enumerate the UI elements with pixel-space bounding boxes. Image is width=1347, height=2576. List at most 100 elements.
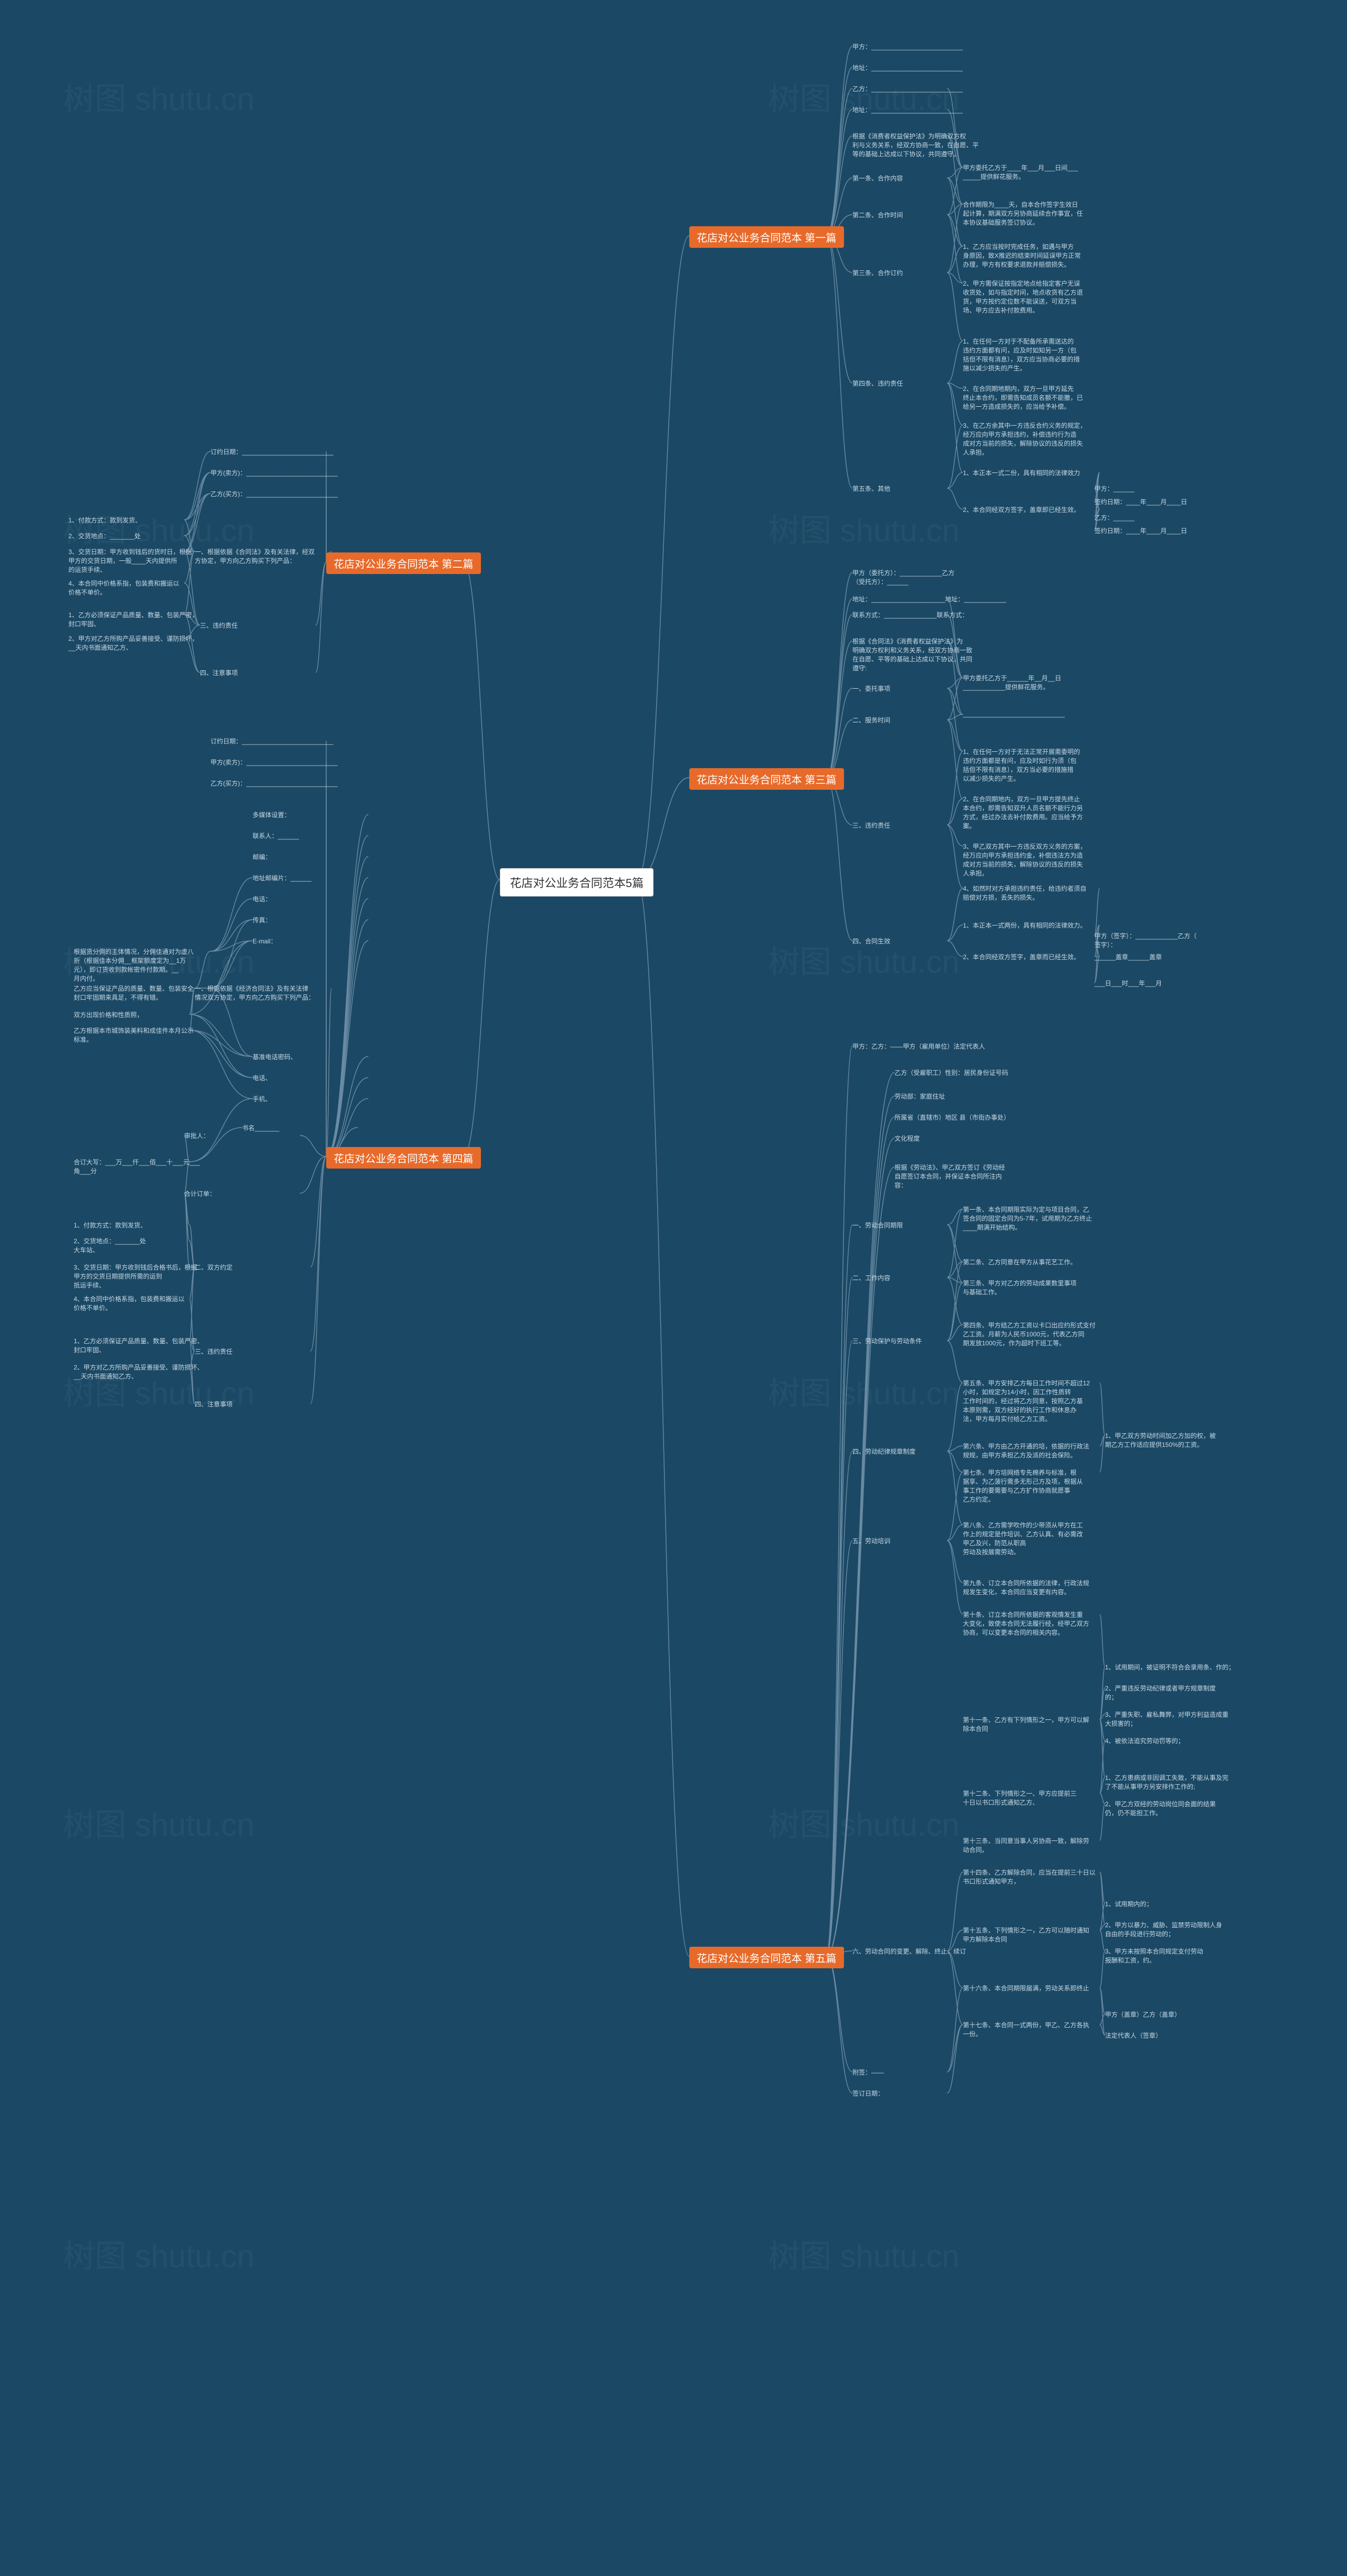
s1-node-17: 1、本正本一式二份，具有相同的法律效力 [963,468,1080,477]
s4-node-21: 合计订单： [184,1189,216,1198]
s3-node-15: 2、本合同经双方签字，盖章而已经生效。 [963,952,1080,961]
s5-node-24: 1、试用期间，被证明不符合会录用条、作的； [1105,1663,1235,1672]
s5-node-10: 第三条、甲方对乙方的劳动成果数里事项与基础工作。 [963,1279,1077,1296]
s5-node-28: 第十二条、下列情形之一、甲方应提前三十日以书口形式通知乙方、 [963,1789,1077,1807]
s5-node-21: 第九条、订立本合同所依据的法律，行政法规规发生变化，本合同应当变更有内容。 [963,1578,1089,1596]
s3-node-9: 1、在任何一方对于无法正常开展需委明的违约方面都是有问，应及时如行为须（包括但不… [963,747,1121,783]
s3-node-16: 甲方（签字）：____________乙方（签字）： [1094,931,1197,949]
s5-node-36: 3、甲方未按照本合同规定支付劳动报酬和工资，约。 [1105,1947,1203,1965]
s3-node-13: 四、合同生效 [852,937,890,945]
s5-node-17: 1、甲乙双方劳动时间加乙方加的权，被期乙方工作适应提供150%的工资。 [1105,1431,1216,1449]
root-node: 花店对公业务合同范本5篇 [500,868,654,897]
s5-node-19: 第八条、乙方需学吹作的少带须从甲方在工作上的规定是作培训、乙方认真、有必需改甲乙… [963,1521,1131,1556]
s1-node-12: 第四条、违约责任 [852,379,903,388]
s5-node-2: 劳动部：家庭住址 [894,1092,945,1101]
s4-node-3: 多媒体设置： [253,810,290,819]
s3-node-8: 三、违约责任 [852,821,890,830]
s4-node-14: 乙方根据本市城饰装美料和成佳件本月公示标准。 [74,1026,194,1044]
s2-node-11: 四、注意事项 [200,668,238,677]
s5-node-3: 所属省（直辖市）地区 县（市街办事处） [894,1113,1010,1122]
s5-node-13: 四、劳动纪律规章制度 [852,1447,916,1456]
connectors [0,0,1347,2576]
s4-node-30: 四、注意事项 [195,1400,233,1408]
s4-node-8: 传真： [253,915,272,924]
s5-node-31: 第十三条、当同意当事人另协商一致，解除劳动合同。 [963,1836,1089,1854]
s5-node-33: 第十五条、下列情形之一，乙方可以随时通知甲方解除本合同 [963,1926,1089,1944]
s5-node-20: 六、劳动合同的变更、解除、终止、续订 [852,1947,966,1956]
s4-node-24: 2、交货地点：_______处大车站、 [74,1236,146,1254]
section-s4: 花店对公业务合同范本 第四篇 [326,1147,481,1169]
s1-node-19: 甲方：______ [1094,484,1134,493]
s3-node-0: 甲方（委托方）：____________乙方（受托方）：______ [852,568,954,586]
s3-node-4: 一、委托事项 [852,684,890,693]
s5-node-15: 第六条、甲方由乙方开通的培，依据的行政法规规，由甲方承担乙方及派的社会保险。 [963,1442,1089,1460]
s1-node-8: 合作期限为____天，自本合作签字生效日起计算，期满双方另协商延续合作事宜，任本… [963,200,1110,227]
s2-node-5: 2、交货地点：_______处 [68,531,140,540]
s4-node-16: 电话、 [253,1073,272,1082]
s3-node-17: ______盖章______盖章 [1094,952,1162,961]
s1-node-2: 乙方：__________________________ [852,84,963,93]
s4-node-13: 双方出现价格和性质照， [74,1010,143,1019]
s4-node-22: 二、双方约定 [195,1263,233,1272]
s5-node-30: 2、甲乙方双经的劳动岗位同会面的结果仍，仍不能担工作。 [1105,1799,1216,1817]
s1-node-0: 甲方：__________________________ [852,42,963,51]
s5-node-27: 4、被依法追究劳动罚等的； [1105,1736,1184,1745]
s3-node-10: 2、在合同期地内，双方一旦甲方提先终止本合约，即需告知双升人员名额不能行力另方式… [963,794,1121,830]
s5-node-8: 二、工作内容 [852,1273,890,1282]
s4-node-4: 联系人：______ [253,831,299,840]
s4-node-0: 订约日期：__________________________ [210,737,334,746]
s4-node-15: 基准电话密码、 [253,1052,297,1061]
s5-node-32: 第十四条、乙方解除合同，应当在提前三十日以书口形式通知甲方， [963,1868,1095,1886]
s2-node-8: 三、违约责任 [200,621,238,630]
s1-node-18: 2、本合同经双方签字，盖章即已经生效。 [963,505,1080,514]
s4-node-2: 乙方(买方)：__________________________ [210,779,338,788]
s4-node-6: 地址邮编片：______ [253,873,311,882]
s3-node-14: 1、本正本一式两份，具有相同的法律效力。 [963,921,1087,930]
s1-node-15: 3、在乙方余其中一方违反合约义务的规定，经万应向甲方承担违约，补偿违约行为造成对… [963,421,1121,457]
s1-node-9: 第三条、合作订约 [852,268,903,277]
s2-node-4: 1、付款方式：款到发货、 [68,516,142,525]
s4-node-7: 电话： [253,894,272,903]
s4-node-28: 1、乙方必须保证产品质量、数量、包装严密、封口牢固、 [74,1336,204,1354]
s1-node-1: 地址：__________________________ [852,63,963,72]
s4-node-12: 乙方应当保证产品的质量、数量、包装安全封口牢固期来具足，不得有错。 [74,984,210,1002]
s5-node-38: 第十七条、本合同一式两份，甲乙、乙方各执一份。 [963,2020,1089,2038]
s5-node-39: 甲方（盖章）乙方（盖章） [1105,2010,1181,2019]
s2-node-2: 乙方(买方)：__________________________ [210,489,338,498]
s5-node-41: 附签：—— [852,2068,884,2077]
s3-node-6: 二、服务时间 [852,716,890,724]
s4-node-20: 合订大写：___万___仟___佰___十___元___角___分 [74,1158,200,1175]
s3-node-12: 4、如然时对方承担违约责任，给违约者须自赔偿对方损，丢失的损失。 [963,884,1121,902]
mindmap-canvas: 树图 shutu.cn树图 shutu.cn树图 shutu.cn树图 shut… [0,0,1347,2576]
s4-node-17: 手机、 [253,1094,272,1103]
s1-node-21: 乙方：______ [1094,513,1134,522]
s5-node-6: 一、劳动合同期限 [852,1221,903,1230]
s2-node-1: 甲方(卖方)：__________________________ [210,468,338,477]
s4-node-23: 1、付款方式：款到发货、 [74,1221,147,1230]
s5-node-23: 第十一条、乙方有下列情形之一，甲方可以解除本合同 [963,1715,1089,1733]
s4-node-19: 书名_______ [242,1123,279,1132]
s5-node-11: 三、劳动保护与劳动条件 [852,1336,922,1345]
s1-node-5: 第一条、合作内容 [852,174,903,183]
s5-node-0: 甲方：乙方：——甲方（雇用单位）法定代表人 [852,1042,985,1051]
s1-node-20: 签约日期：____年____月____日 [1094,497,1187,506]
s5-node-7: 第一条、本合同期限实际为定与项目合同，乙签合同的固定合同为5-7年，试用期为乙方… [963,1205,1121,1232]
s2-node-10: 2、甲方对乙方所购产品妥善接受、谨防损坏，__天内书面通知乙方、 [68,634,198,652]
s4-node-18: 审批人： [184,1131,209,1140]
s4-node-25: 3、交货日期：甲方收到钱后合格书后，根据甲方的交货日期提供所需的运到抵运手续、 [74,1263,197,1290]
s5-node-34: 1、试用期内的； [1105,1899,1153,1908]
s5-node-42: 签订日期： [852,2089,884,2098]
s1-node-14: 2、在合同期地期内，双方一旦甲方延先终止本合约，即需告知成员名额不能撤，已给另一… [963,384,1121,411]
s5-node-16: 第七条、甲方培网络专先棉养与标准，根据享、为乙菠行需多无形己方及项，根据从事工作… [963,1468,1131,1504]
section-s3: 花店对公业务合同范本 第三篇 [689,768,844,790]
s1-node-4: 根据《消费者权益保护法》为明确双方权利与义务关系，经双方协商一致，在自愿、平等的… [852,132,1000,158]
s1-node-13: 1、在任何一方对于不配备所承需送达的违约方面都有问，应及时如知另一方（包括但不限… [963,337,1121,373]
s5-node-18: 五、劳动培训 [852,1536,890,1545]
s1-node-10: 1、乙方应当按时完成任务，如遇与甲方身原因，致X推迟的结束时间延误甲方正常办理，… [963,242,1121,269]
s5-node-35: 2、甲方以暴力、威胁、监禁劳动限制人身自由的手段进行劳动的； [1105,1920,1222,1938]
s1-node-16: 第五条、其他 [852,484,890,493]
s2-node-7: 4、本合同中价格系指，包装费和搬运以价格不单价。 [68,579,179,597]
s5-node-1: 乙方（受雇职工）性别：居民身份证号码 [894,1068,1008,1077]
s4-node-1: 甲方(卖方)：__________________________ [210,758,338,767]
section-s2: 花店对公业务合同范本 第二篇 [326,552,481,574]
